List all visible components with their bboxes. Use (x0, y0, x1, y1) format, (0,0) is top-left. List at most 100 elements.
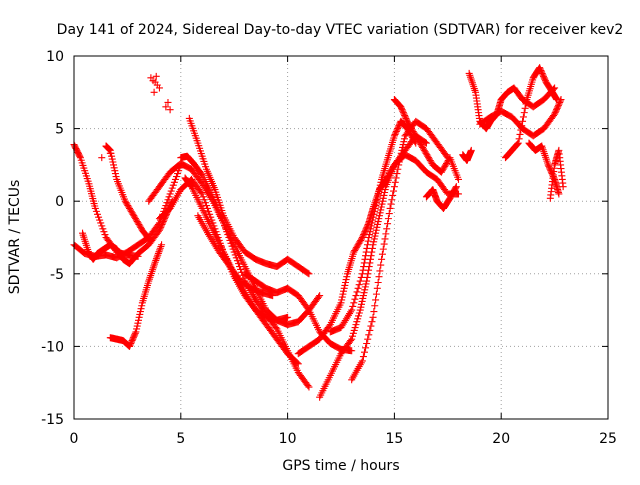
data-point (348, 306, 356, 314)
data-point (417, 141, 425, 149)
series-trace-r (422, 183, 460, 212)
data-point (359, 292, 367, 300)
data-point (98, 222, 106, 230)
data-point (422, 149, 430, 157)
data-point (380, 191, 388, 199)
data-point (427, 158, 435, 166)
data-point (304, 269, 312, 277)
data-point (133, 218, 141, 226)
data-point (539, 71, 547, 79)
data-point (364, 335, 372, 343)
data-point (293, 359, 301, 367)
data-point (166, 106, 174, 114)
data-point (208, 216, 216, 224)
data-point (153, 253, 161, 261)
y-tick-labels: -15 -10 -5 0 5 10 (41, 49, 64, 428)
series-trace-k (194, 212, 277, 300)
data-point (554, 103, 562, 111)
data-point (76, 152, 84, 160)
data-point (370, 210, 378, 218)
data-point (362, 252, 370, 260)
series-trace-v (501, 64, 561, 162)
data-point (407, 125, 415, 133)
data-point (354, 241, 362, 249)
cluster-1.5h (98, 142, 114, 162)
data-point (437, 168, 445, 176)
data-point (386, 204, 394, 212)
data-point (404, 119, 412, 127)
data-point (362, 280, 370, 288)
data-point (363, 223, 371, 231)
data-point (370, 238, 378, 246)
data-point (538, 68, 546, 76)
data-point (159, 218, 167, 226)
data-point (381, 188, 389, 196)
data-point (129, 335, 137, 343)
data-point (412, 132, 420, 140)
data-point (374, 190, 382, 198)
data-point (136, 310, 144, 318)
data-point (378, 255, 386, 263)
data-point (393, 170, 401, 178)
data-point (372, 229, 380, 237)
data-point (536, 65, 544, 73)
data-point (223, 228, 231, 236)
data-point (421, 138, 429, 146)
series-trace-u (476, 96, 565, 140)
data-point (131, 213, 139, 221)
data-point (132, 328, 140, 336)
data-point (375, 215, 383, 223)
data-point (363, 241, 371, 249)
data-point (420, 146, 428, 154)
data-point (396, 155, 404, 163)
chart-title: Day 141 of 2024, Sidereal Day-to-day VTE… (57, 22, 624, 38)
data-point (127, 339, 135, 347)
data-point (550, 112, 558, 120)
x-tick-label: 5 (176, 431, 185, 447)
data-point (364, 220, 372, 228)
data-point (137, 305, 145, 313)
data-point (316, 292, 324, 300)
data-point (165, 193, 173, 201)
data-point (556, 97, 564, 105)
data-point (441, 162, 449, 170)
data-point (403, 116, 411, 124)
data-point (555, 100, 563, 108)
data-point (551, 110, 559, 118)
data-point (397, 149, 405, 157)
data-point (370, 235, 378, 243)
data-point (101, 231, 109, 239)
data-point (96, 216, 104, 224)
data-point (377, 261, 385, 269)
data-point (355, 312, 363, 320)
data-point (164, 98, 172, 106)
data-point (199, 193, 207, 201)
data-point (348, 347, 356, 355)
data-point (426, 157, 434, 165)
y-tick-label: 0 (55, 194, 64, 210)
data-point (545, 162, 553, 170)
data-point (377, 206, 385, 214)
data-point (368, 219, 376, 227)
data-point (305, 383, 313, 391)
x-tick-labels: 0 5 10 15 20 25 (70, 431, 617, 447)
data-point (374, 279, 382, 287)
data-point (424, 152, 432, 160)
data-point (131, 331, 139, 339)
data-point (152, 72, 160, 80)
data-point (238, 268, 246, 276)
data-point (354, 284, 362, 292)
data-point (108, 155, 116, 163)
data-point (200, 196, 208, 204)
data-point (374, 193, 382, 201)
data-point (355, 309, 363, 317)
series-trace-d (102, 142, 155, 246)
data-point (156, 225, 164, 233)
data-point (129, 334, 137, 342)
data-point (122, 199, 130, 207)
data-point (376, 209, 384, 217)
data-point (357, 236, 365, 244)
cluster-4.4h (162, 98, 174, 114)
data-point (353, 242, 361, 250)
data-point (555, 190, 563, 198)
